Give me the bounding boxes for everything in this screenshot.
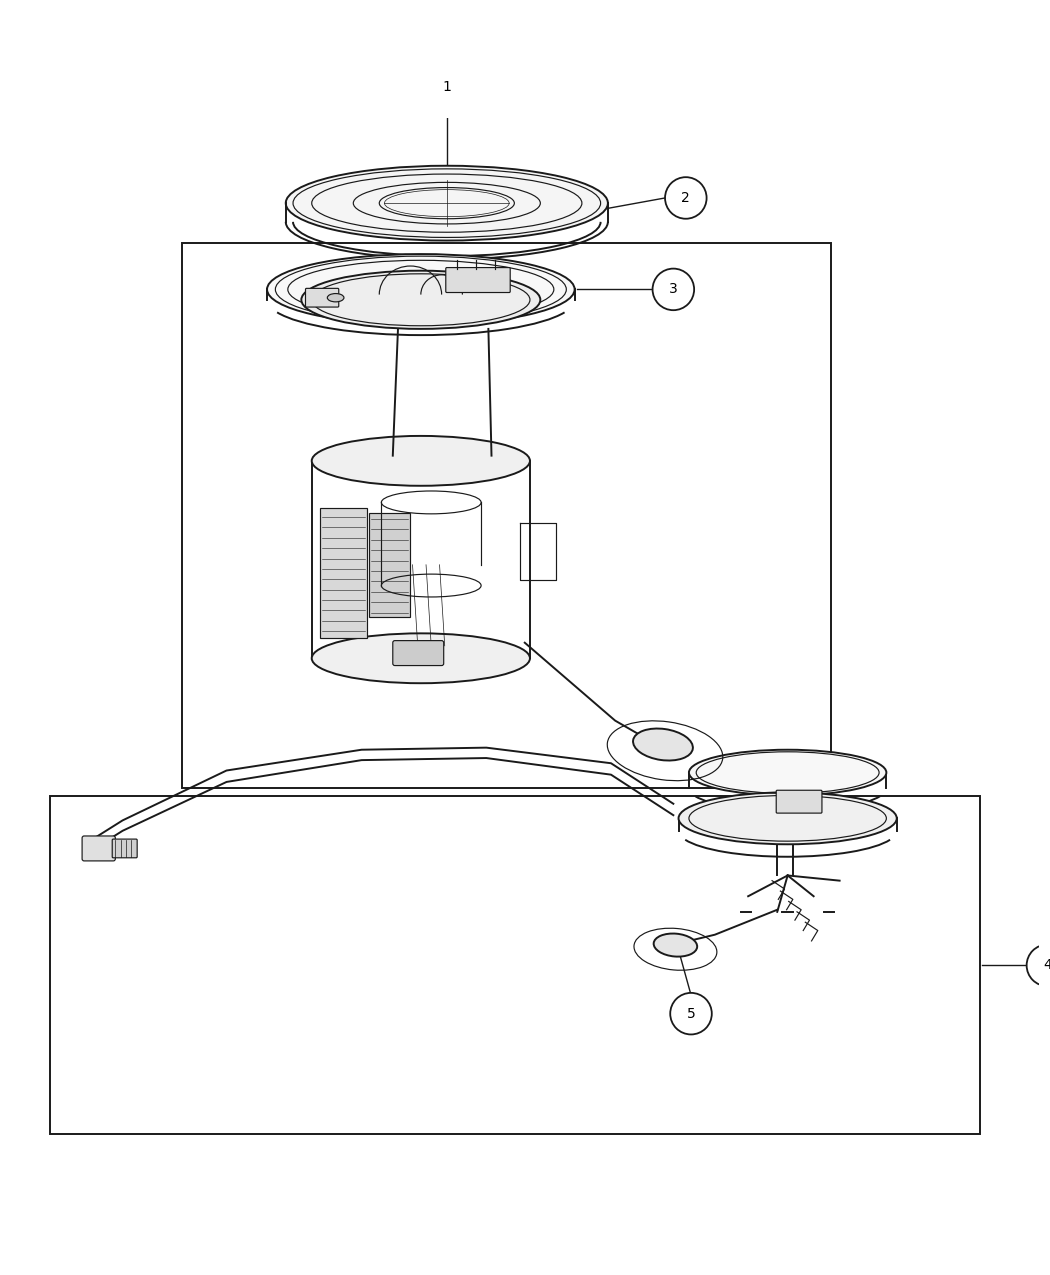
Bar bbox=[369, 513, 411, 617]
Circle shape bbox=[426, 66, 467, 107]
FancyBboxPatch shape bbox=[776, 790, 822, 813]
FancyBboxPatch shape bbox=[306, 288, 339, 307]
Bar bbox=[50, 797, 980, 1135]
Ellipse shape bbox=[312, 634, 530, 683]
Circle shape bbox=[1027, 945, 1050, 986]
Ellipse shape bbox=[267, 254, 574, 325]
Circle shape bbox=[665, 177, 707, 219]
Text: 5: 5 bbox=[687, 1007, 695, 1021]
Ellipse shape bbox=[689, 750, 886, 796]
Bar bbox=[182, 242, 832, 788]
Ellipse shape bbox=[328, 293, 344, 302]
Ellipse shape bbox=[286, 166, 608, 241]
Text: 4: 4 bbox=[1043, 959, 1050, 973]
Ellipse shape bbox=[654, 933, 697, 956]
Ellipse shape bbox=[678, 792, 897, 844]
Ellipse shape bbox=[312, 436, 530, 486]
Text: 2: 2 bbox=[681, 191, 690, 205]
Text: 1: 1 bbox=[442, 80, 452, 94]
FancyBboxPatch shape bbox=[393, 640, 444, 666]
Bar bbox=[320, 507, 366, 638]
Circle shape bbox=[652, 269, 694, 310]
FancyBboxPatch shape bbox=[446, 268, 510, 292]
Text: 3: 3 bbox=[669, 282, 677, 296]
Ellipse shape bbox=[633, 728, 693, 760]
FancyBboxPatch shape bbox=[112, 839, 138, 858]
Ellipse shape bbox=[301, 270, 541, 329]
FancyBboxPatch shape bbox=[82, 836, 116, 861]
Circle shape bbox=[670, 993, 712, 1034]
